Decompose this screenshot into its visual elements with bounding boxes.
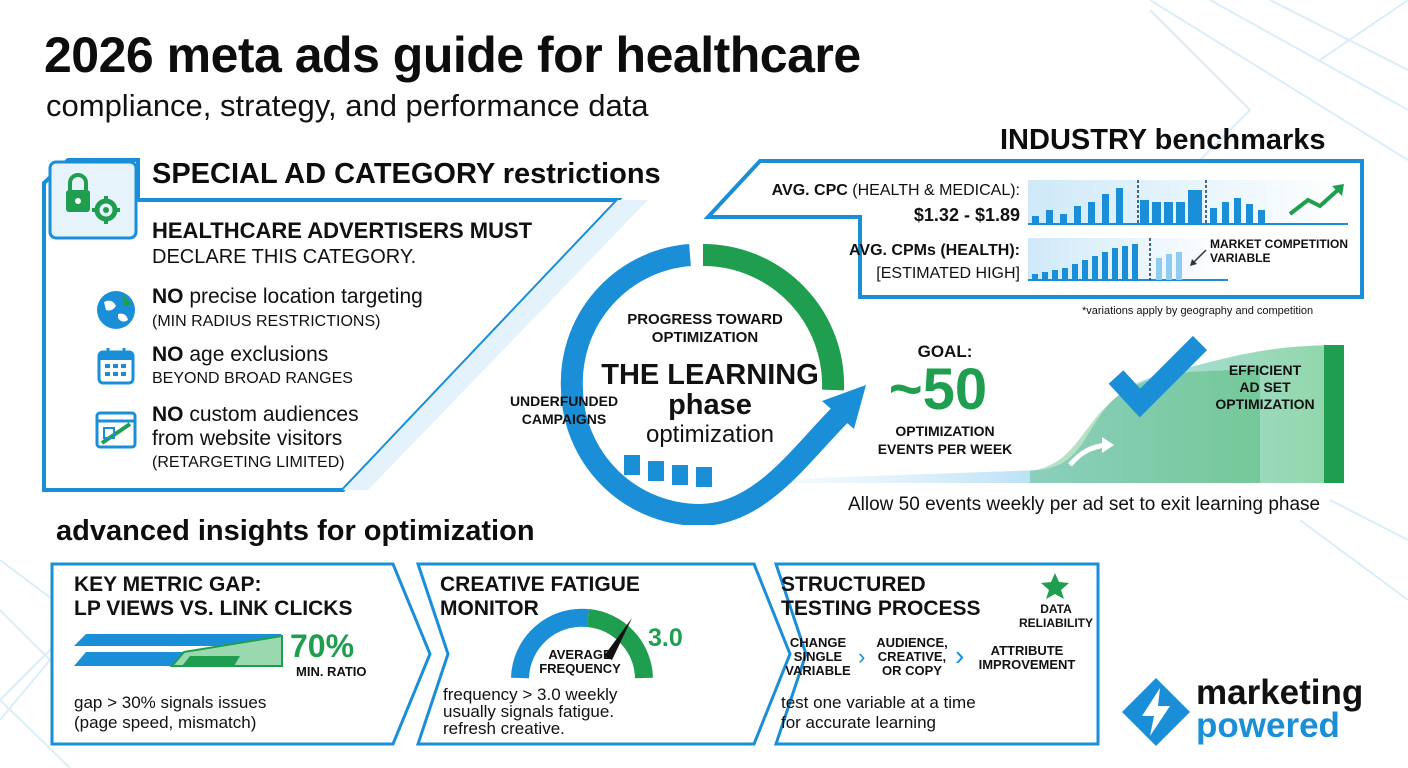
benchmarks-footnote: *variations apply by geography and compe…: [1082, 305, 1314, 317]
test-step-1: CHANGE SINGLE VARIABLE: [785, 635, 851, 678]
learning-title-optimization: optimization: [645, 421, 775, 448]
card1-body: gap > 30% signals issues (page speed, mis…: [74, 693, 267, 732]
globe-location-icon: [97, 291, 135, 329]
test-step-3: ATTRIBUTE IMPROVEMENT: [978, 643, 1076, 672]
insights-heading: advanced insights for optimization: [56, 515, 535, 547]
cpm-label: AVG. CPMs (HEALTH):: [849, 242, 1020, 259]
restriction-item-3: NO custom audiences: [152, 403, 359, 426]
learning-title-phase: phase: [668, 389, 752, 421]
learning-phase-graphic: [560, 244, 1344, 525]
lock-gear-icon: [48, 160, 138, 240]
brand-line-1: marketing: [1196, 673, 1364, 712]
card3-title: STRUCTURED TESTING PROCESS: [781, 573, 981, 620]
step-arrow-1: ›: [858, 644, 866, 669]
restrictions-heading: SPECIAL AD CATEGORY restrictions: [152, 158, 661, 190]
blocked-website-icon: [95, 411, 137, 449]
card1-title: KEY METRIC GAP: LP VIEWS VS. LINK CLICKS: [74, 573, 353, 620]
underfunded-label: UNDERFUNDED CAMPAIGNS: [509, 393, 619, 427]
restrictions-intro-2: DECLARE THIS CATEGORY.: [152, 246, 417, 268]
restriction-item-2: NO age exclusions: [152, 343, 329, 366]
learning-title: THE LEARNING: [601, 359, 819, 391]
goal-label: GOAL:: [917, 342, 973, 361]
restriction-item-1-sub: (MIN RADIUS RESTRICTIONS): [152, 313, 381, 330]
gauge-label: AVERAGE FREQUENCY: [539, 647, 621, 676]
card3-body: test one variable at a time for accurate …: [781, 693, 976, 732]
restriction-item-2-sub: BEYOND BROAD RANGES: [152, 370, 353, 387]
cpc-label: AVG. CPC (HEALTH & MEDICAL):: [771, 182, 1020, 199]
goal-value: ~50: [888, 357, 988, 422]
restrictions-panel: [42, 158, 648, 492]
goal-sub: OPTIMIZATION EVENTS PER WEEK: [877, 423, 1013, 457]
calendar-icon: [97, 348, 135, 385]
gauge-value: 3.0: [648, 624, 683, 652]
cpc-bar-chart: [1028, 180, 1348, 225]
progress-label: PROGRESS TOWARD OPTIMIZATION: [627, 311, 783, 346]
frequency-gauge: [511, 608, 653, 679]
brand-line-2: powered: [1196, 706, 1340, 745]
test-step-2: AUDIENCE, CREATIVE, OR COPY: [876, 635, 948, 678]
cpc-value: $1.32 - $1.89: [913, 205, 1020, 225]
restriction-item-3-line2: from website visitors: [152, 427, 343, 450]
restrictions-intro-1: HEALTHCARE ADVERTISERS MUST: [152, 218, 533, 243]
card2-title: CREATIVE FATIGUE MONITOR: [440, 573, 640, 620]
cpm-value: [ESTIMATED HIGH]: [876, 265, 1020, 282]
star-icon: [1041, 573, 1069, 599]
page-subtitle: compliance, strategy, and performance da…: [46, 88, 649, 123]
lightning-logo-icon: [1122, 678, 1190, 746]
competition-note: MARKET COMPETITION VARIABLE: [1210, 237, 1348, 265]
gap-percent: 70%: [290, 628, 355, 664]
data-reliability-label: DATA RELIABILITY: [1019, 602, 1093, 630]
efficient-label: EFFICIENT AD SET OPTIMIZATION: [1215, 362, 1315, 412]
gap-percent-label: MIN. RATIO: [296, 664, 367, 679]
lp-link-gap-graphic: [74, 634, 283, 667]
card2-body: frequency > 3.0 weekly usually signals fa…: [443, 685, 618, 738]
learning-caption: Allow 50 events weekly per ad set to exi…: [848, 494, 1321, 515]
benchmarks-heading: INDUSTRY benchmarks: [1000, 124, 1326, 156]
step-arrow-2: ›: [955, 640, 965, 671]
page-title: 2026 meta ads guide for healthcare: [44, 27, 861, 83]
cpm-bar-chart: [1028, 238, 1228, 281]
restriction-item-3-sub: (RETARGETING LIMITED): [152, 454, 345, 471]
restriction-item-1: NO precise location targeting: [152, 285, 423, 308]
